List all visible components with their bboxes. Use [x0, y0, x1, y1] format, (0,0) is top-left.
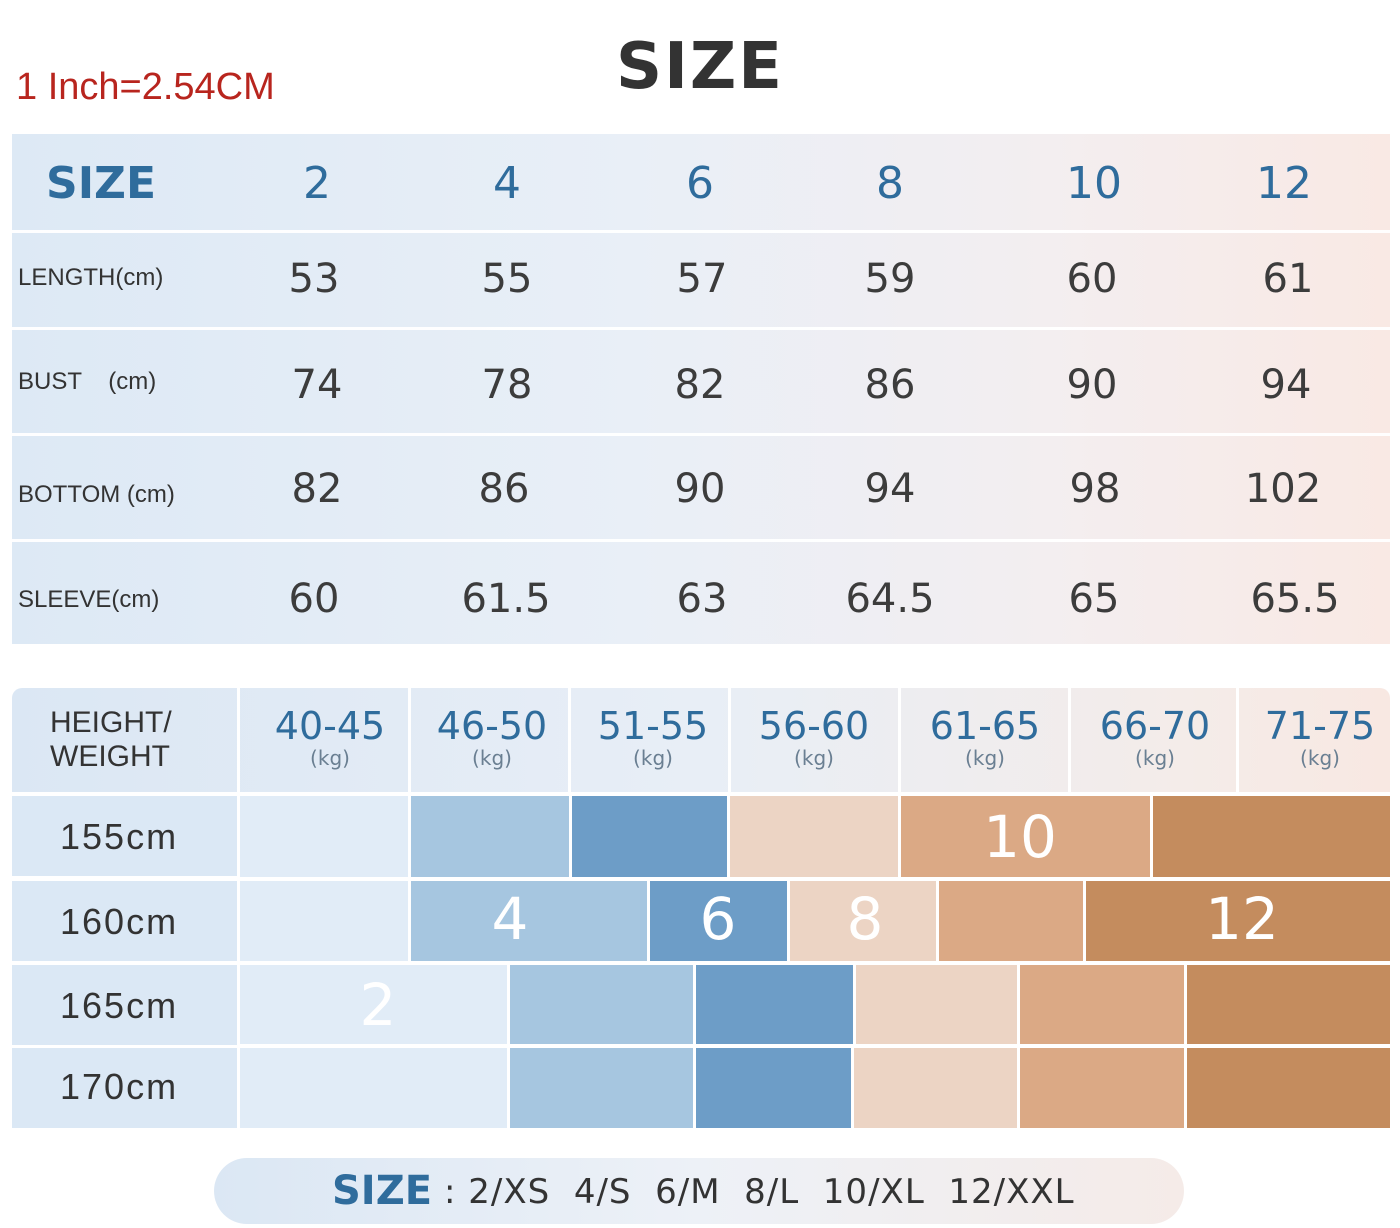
- size-2-block: [240, 881, 408, 961]
- bottom-value: 86: [478, 466, 530, 512]
- bust-value: 90: [1066, 362, 1118, 408]
- size-12-mark: 12: [1205, 885, 1279, 953]
- size-6-block: [696, 965, 853, 1044]
- bottom-value: 82: [291, 466, 343, 512]
- size-header-label: SIZE: [46, 158, 157, 209]
- height-label: 155cm: [60, 816, 179, 857]
- size-8-block: [730, 796, 898, 877]
- size-2-block: 2: [240, 965, 507, 1044]
- bottom-value: 102: [1244, 466, 1322, 512]
- weight-range: 61-65: [929, 704, 1041, 748]
- height-cell: 155cm: [12, 796, 237, 876]
- size-12-block: [1187, 1048, 1390, 1128]
- size-12-block: 12: [1086, 881, 1390, 961]
- size-header-2: 2: [303, 158, 331, 209]
- inch-conversion-note: 1 Inch=2.54CM: [16, 66, 275, 108]
- size-4-block: [411, 796, 569, 877]
- sleeve-value: 60: [288, 576, 340, 622]
- row-label-bottom: BOTTOM (cm): [18, 481, 175, 508]
- page-title: SIZE: [615, 30, 785, 104]
- length-value: 57: [676, 256, 728, 302]
- height-label: 170cm: [60, 1066, 179, 1107]
- size-4-block: 4: [411, 881, 647, 961]
- sleeve-value: 65: [1068, 576, 1120, 622]
- height-cell: 170cm: [12, 1048, 237, 1128]
- sleeve-value: 63: [676, 576, 728, 622]
- size-6-block: 6: [650, 881, 787, 961]
- height-label: 165cm: [60, 985, 179, 1026]
- height-label: 160cm: [60, 901, 179, 942]
- size-12-block: [1187, 965, 1390, 1044]
- weight-unit: (kg): [310, 746, 350, 770]
- sleeve-value: 65.5: [1250, 576, 1340, 622]
- size-8-mark: 8: [846, 885, 884, 953]
- measurement-table: SIZE 2 4 6 8 10 12 LENGTH(cm) 53 55 57 5…: [12, 134, 1390, 644]
- height-cell: 160cm: [12, 881, 237, 961]
- size-header-6: 6: [686, 158, 714, 209]
- length-value: 55: [481, 256, 533, 302]
- size-8-block: 8: [790, 881, 936, 961]
- size-10-block: 10: [901, 796, 1150, 877]
- size-legend-bar: SIZE : 2/XS 4/S 6/M 8/L 10/XL 12/XXL: [214, 1158, 1184, 1224]
- bottom-value: 90: [674, 466, 726, 512]
- size-6-block: [572, 796, 727, 877]
- size-header-12: 12: [1256, 158, 1312, 209]
- weight-unit: (kg): [1300, 746, 1340, 770]
- weight-unit: (kg): [965, 746, 1005, 770]
- weight-range: 66-70: [1099, 704, 1211, 748]
- weight-unit: (kg): [633, 746, 673, 770]
- size-2-block: [240, 1048, 507, 1128]
- row-label-bust: BUST (cm): [18, 368, 157, 395]
- size-2-block: [240, 796, 408, 877]
- weight-unit: (kg): [794, 746, 834, 770]
- length-value: 60: [1066, 256, 1118, 302]
- weight-unit: (kg): [472, 746, 512, 770]
- length-value: 61: [1262, 256, 1314, 302]
- row-label-length: LENGTH(cm): [18, 264, 164, 291]
- height-weight-label: HEIGHT/ WEIGHT: [50, 706, 172, 773]
- size-6-mark: 6: [699, 885, 737, 953]
- hw-header-row: [12, 688, 1390, 792]
- bust-value: 94: [1260, 362, 1312, 408]
- size-10-mark: 10: [983, 803, 1057, 871]
- weight-range: 51-55: [597, 704, 709, 748]
- size-4-mark: 4: [491, 885, 529, 953]
- bust-value: 78: [481, 362, 533, 408]
- size-4-block: [510, 965, 693, 1044]
- size-10-block: [939, 881, 1083, 961]
- height-weight-table: HEIGHT/ WEIGHT 40-45 (kg) 46-50 (kg) 51-…: [12, 688, 1390, 1130]
- sleeve-value: 61.5: [461, 576, 551, 622]
- size-2-mark: 2: [359, 971, 397, 1039]
- bottom-value: 98: [1069, 466, 1121, 512]
- size-8-block: [854, 1048, 1017, 1128]
- size-6-block: [696, 1048, 851, 1128]
- size-8-block: [856, 965, 1017, 1044]
- weight-range: 46-50: [436, 704, 548, 748]
- row-label-sleeve: SLEEVE(cm): [18, 586, 160, 613]
- sleeve-value: 64.5: [845, 576, 935, 622]
- size-10-block: [1020, 965, 1184, 1044]
- weight-range: 56-60: [758, 704, 870, 748]
- weight-range: 40-45: [274, 704, 386, 748]
- size-header-4: 4: [493, 158, 521, 209]
- size-10-block: [1020, 1048, 1184, 1128]
- size-legend-label: SIZE: [332, 1168, 433, 1214]
- length-value: 59: [864, 256, 916, 302]
- weight-range: 71-75: [1264, 704, 1376, 748]
- bust-value: 82: [674, 362, 726, 408]
- size-legend-text: : 2/XS 4/S 6/M 8/L 10/XL 12/XXL: [444, 1172, 1075, 1212]
- length-value: 53: [288, 256, 340, 302]
- size-header-8: 8: [876, 158, 904, 209]
- bust-value: 86: [864, 362, 916, 408]
- bottom-value: 94: [864, 466, 916, 512]
- size-12-block: [1153, 796, 1390, 877]
- height-cell: 165cm: [12, 965, 237, 1045]
- size-header-10: 10: [1066, 158, 1122, 209]
- weight-unit: (kg): [1135, 746, 1175, 770]
- size-4-block: [510, 1048, 693, 1128]
- bust-value: 74: [291, 362, 343, 408]
